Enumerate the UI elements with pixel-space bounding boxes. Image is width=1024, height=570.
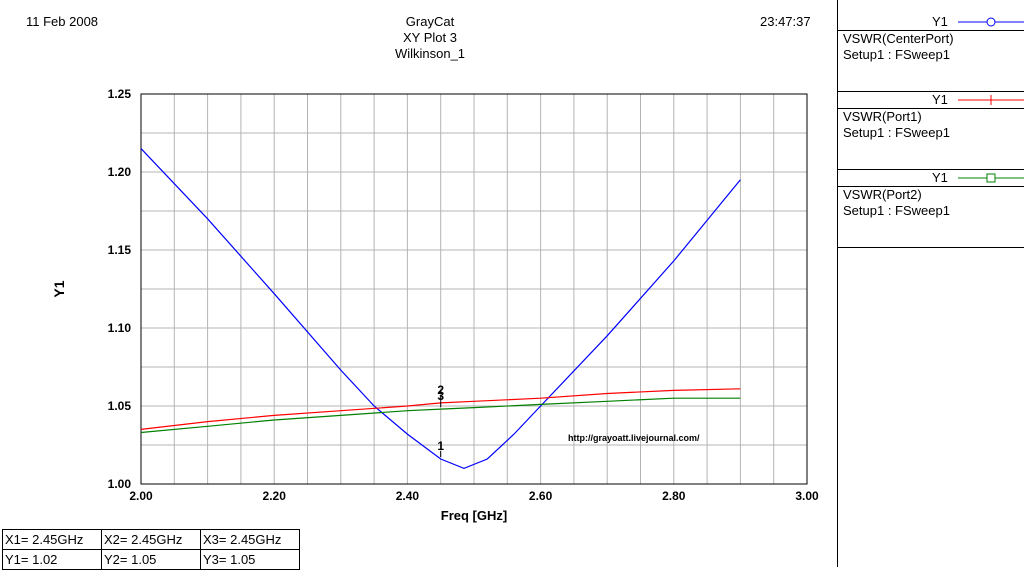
y-tick-label: 1.20	[108, 165, 132, 179]
legend-divider	[837, 0, 838, 567]
legend-axis: Y1	[932, 170, 948, 185]
y-tick-label: 1.15	[108, 243, 132, 257]
marker-label: 2	[437, 383, 444, 397]
legend-trace: VSWR(CenterPort)	[838, 30, 1024, 47]
legend-entry-port1[interactable]: Y1 VSWR(Port1) Setup1 : FSweep1	[838, 92, 1024, 170]
y-axis-ticks: 1.00 1.05 1.10 1.15 1.20 1.25	[108, 87, 132, 491]
plot-frame	[140, 93, 808, 485]
x-tick-label: 2.80	[662, 489, 686, 503]
x-tick-label: 2.40	[396, 489, 420, 503]
marker-label: 1	[437, 439, 444, 453]
legend-trace: VSWR(Port1)	[838, 108, 1024, 125]
xy-plot: 1.00 1.05 1.10 1.15 1.20 1.25 2.00 2.20 2.40 2.6…	[51, 87, 819, 523]
marker-readout-table: X1= 2.45GHz X2= 2.45GHz X3= 2.45GHz Y1= …	[2, 529, 300, 570]
design-name: Wilkinson_1	[394, 46, 466, 61]
square-icon	[958, 173, 1024, 183]
y-tick-label: 1.00	[108, 477, 132, 491]
marker-3-x: X3= 2.45GHz	[200, 529, 300, 550]
plus-icon	[958, 95, 1024, 105]
plot-time: 23:47:37	[760, 14, 811, 29]
plot-grid	[141, 94, 807, 484]
plot-name: XY Plot 3	[403, 30, 457, 45]
x-axis-label: Freq [GHz]	[441, 508, 507, 523]
series-line-1	[140, 148, 741, 470]
marker-label: 3	[437, 389, 444, 403]
x-tick-label: 2.60	[529, 489, 553, 503]
url-annotation: http://grayoatt.livejournal.com/	[568, 433, 700, 443]
y-tick-label: 1.05	[108, 399, 132, 413]
plot-title-block: GrayCat XY Plot 3 Wilkinson_1	[330, 14, 530, 62]
legend-setup: Setup1 : FSweep1	[843, 203, 950, 218]
y-tick-label: 1.25	[108, 87, 132, 101]
legend-setup: Setup1 : FSweep1	[843, 47, 950, 62]
legend-entry-centerport[interactable]: Y1 VSWR(CenterPort) Setup1 : FSweep1	[838, 14, 1024, 92]
legend-entry-port2[interactable]: Y1 VSWR(Port2) Setup1 : FSweep1	[838, 170, 1024, 248]
legend-setup: Setup1 : FSweep1	[843, 125, 950, 140]
series-line-3	[140, 397, 741, 434]
marker-2-x: X2= 2.45GHz	[101, 529, 201, 550]
marker-1-x: X1= 2.45GHz	[2, 529, 102, 550]
marker-labels: 1 23	[437, 383, 444, 458]
circle-icon	[958, 17, 1024, 27]
x-axis-ticks: 2.00 2.20 2.40 2.60 2.80 3.00	[129, 489, 819, 503]
x-tick-label: 2.00	[129, 489, 153, 503]
marker-2-y: Y2= 1.05	[101, 549, 201, 570]
plot-date: 11 Feb 2008	[26, 14, 99, 29]
x-tick-label: 2.20	[263, 489, 287, 503]
legend-axis: Y1	[932, 92, 948, 107]
legend-trace: VSWR(Port2)	[838, 186, 1024, 203]
y-tick-label: 1.10	[108, 321, 132, 335]
project-name: GrayCat	[405, 14, 455, 29]
legend-axis: Y1	[932, 14, 948, 29]
marker-1-y: Y1= 1.02	[2, 549, 102, 570]
y-axis-label: Y1	[51, 280, 67, 297]
x-tick-label: 3.00	[795, 489, 819, 503]
